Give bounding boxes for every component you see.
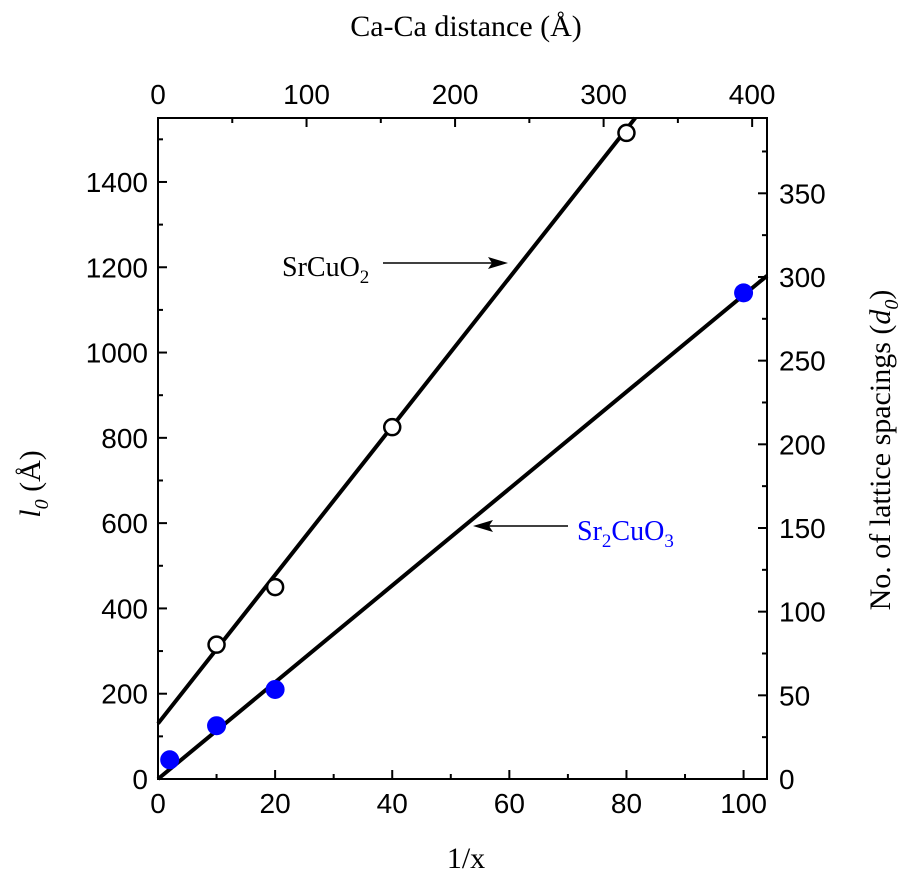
x-tick-label: 20 (260, 788, 291, 819)
fit-line-sr2cuo3 (156, 274, 769, 781)
x-tick-label: 0 (150, 788, 166, 819)
x-tick-label: 100 (720, 788, 767, 819)
annotation-sr2cuo3-arrowhead (473, 520, 493, 532)
right-y-axis-title: No. of lattice spacings (d0) (864, 290, 903, 611)
x-axis-title: 1/x (447, 842, 485, 875)
right-y-tick-label: 250 (779, 346, 826, 377)
y-tick-label: 0 (132, 764, 148, 795)
top-x-tick-label: 0 (150, 79, 166, 110)
annotation-sr2cuo3: Sr2CuO3 (473, 516, 674, 552)
top-x-tick-label: 300 (580, 79, 627, 110)
y-tick-label: 800 (101, 423, 148, 454)
axis-ticks (157, 118, 767, 780)
x-tick-label: 80 (611, 788, 642, 819)
right-y-tick-label: 150 (779, 513, 826, 544)
data-points (160, 123, 754, 770)
data-point-sr2cuo3 (160, 750, 180, 770)
annotation-srcuo2-arrowhead (488, 257, 508, 269)
annotation-srcuo2-label: SrCuO2 (282, 252, 369, 288)
data-point-srcuo2 (207, 635, 226, 654)
y-tick-label: 200 (101, 679, 148, 710)
right-y-tick-label: 100 (779, 597, 826, 628)
data-point-sr2cuo3 (207, 716, 227, 736)
x-tick-label: 40 (377, 788, 408, 819)
y-axis-title: l0 (Å) (14, 450, 53, 518)
right-y-tick-label: 0 (779, 764, 795, 795)
y-tick-label: 1000 (86, 338, 148, 369)
y-tick-label: 1400 (86, 167, 148, 198)
right-y-tick-label: 350 (779, 178, 826, 209)
annotation-sr2cuo3-label: Sr2CuO3 (577, 516, 674, 552)
y-tick-label: 400 (101, 593, 148, 624)
right-y-tick-label: 200 (779, 429, 826, 460)
data-point-sr2cuo3 (734, 283, 754, 303)
fit-lines (156, 116, 769, 781)
y-tick-label: 1200 (86, 252, 148, 283)
top-x-tick-label: 200 (432, 79, 479, 110)
plot-frame (157, 117, 768, 780)
top-x-tick-label: 400 (729, 79, 776, 110)
y-tick-label: 600 (101, 508, 148, 539)
annotation-srcuo2: SrCuO2 (282, 252, 508, 288)
right-y-tick-label: 300 (779, 262, 826, 293)
data-point-srcuo2 (617, 123, 636, 143)
top-x-tick-label: 100 (283, 79, 330, 110)
data-point-srcuo2 (382, 417, 402, 437)
data-point-sr2cuo3 (265, 679, 285, 699)
right-y-tick-label: 50 (779, 680, 810, 711)
data-point-srcuo2 (265, 577, 285, 597)
top-x-axis-title: Ca-Ca distance (Å) (350, 10, 582, 43)
x-tick-label: 60 (494, 788, 525, 819)
